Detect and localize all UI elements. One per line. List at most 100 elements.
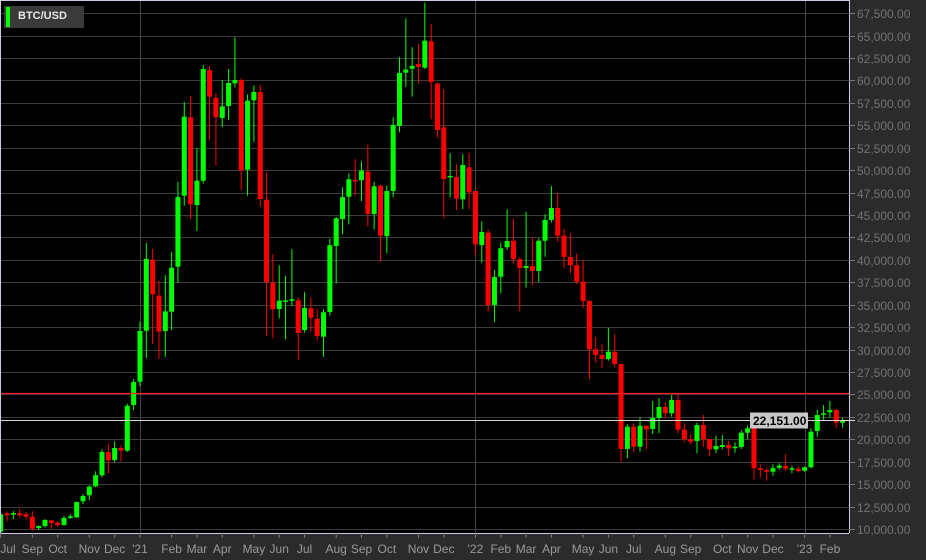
candle-body (29, 516, 35, 529)
candle (36, 525, 42, 530)
candle-body (321, 312, 327, 337)
candle (580, 260, 586, 308)
y-tick-label: 47,500.00 (857, 187, 911, 201)
y-tick-label: 20,000.00 (857, 433, 911, 447)
candle (612, 334, 618, 368)
candle (669, 394, 675, 417)
candle (650, 401, 656, 434)
last-price-tag-label: 22,151.00 (753, 414, 807, 428)
candle-body (681, 429, 687, 440)
last-price-tag: 22,151.00 (750, 412, 808, 429)
candle-body (378, 185, 383, 236)
candle (776, 463, 782, 470)
candle-body (289, 299, 295, 301)
candle (738, 430, 744, 449)
candle-body (707, 439, 713, 450)
candle-body (700, 425, 706, 440)
candle (491, 269, 497, 323)
candle-body (118, 447, 124, 451)
candle-body (795, 468, 801, 472)
y-tick-label: 55,000.00 (857, 119, 911, 133)
y-tick-label: 37,500.00 (857, 276, 911, 290)
candle (637, 417, 643, 452)
candle-body (80, 495, 86, 502)
candle (289, 249, 295, 306)
candle (751, 427, 757, 480)
candle (542, 214, 548, 257)
candle (783, 454, 789, 471)
candle (352, 159, 358, 196)
candle-body (340, 197, 346, 220)
candle (371, 181, 377, 230)
candle (238, 78, 244, 190)
x-tick-label: Oct (713, 542, 732, 556)
y-tick-label: 45,000.00 (857, 209, 911, 223)
candle-body (428, 41, 434, 83)
candle-body (384, 191, 390, 237)
candle-body (93, 475, 99, 487)
candle-body (441, 127, 447, 180)
candle (681, 423, 687, 443)
candle-body (48, 520, 54, 523)
candle-body (542, 220, 548, 241)
candle (137, 321, 143, 387)
candle (466, 153, 472, 209)
candle (434, 82, 440, 138)
candle-body (238, 80, 244, 171)
candle (42, 519, 48, 528)
candle-body (17, 513, 23, 516)
x-tick-label: Sep (680, 542, 702, 556)
candle (618, 364, 624, 462)
candle-body (802, 467, 808, 471)
candle (605, 328, 611, 361)
candle-body (593, 349, 599, 356)
candle (251, 85, 257, 142)
candle (67, 514, 73, 520)
x-tick-label: Nov (408, 542, 429, 556)
candle (55, 521, 61, 527)
candle (61, 515, 67, 526)
candle (4, 511, 10, 522)
candle (498, 242, 504, 294)
candle-body (327, 245, 333, 312)
candle (150, 248, 156, 344)
candle-body (137, 330, 143, 382)
candle-body (10, 513, 16, 515)
y-tick-label: 67,500.00 (857, 7, 911, 21)
candle-body (643, 425, 649, 430)
candle-body (751, 428, 757, 469)
candle-body (112, 447, 118, 461)
y-tick-label: 27,500.00 (857, 366, 911, 380)
candle-body (479, 232, 485, 246)
candle-body (719, 445, 725, 447)
candle-body (86, 486, 92, 496)
candle (814, 409, 820, 437)
candle (378, 184, 383, 262)
candle-body (169, 267, 175, 312)
x-tick-label: Jul (297, 542, 312, 556)
candle-body (529, 266, 535, 271)
candle (586, 300, 592, 380)
last-price-tag-bg (750, 412, 808, 429)
candle-body (833, 409, 839, 423)
candle-body (276, 300, 282, 310)
x-tick-label: Aug (655, 542, 676, 556)
y-tick-label: 25,000.00 (857, 388, 911, 402)
x-tick-label: Oct (48, 542, 67, 556)
candle (283, 275, 289, 340)
candle-body (403, 69, 409, 73)
candle-body (757, 468, 763, 470)
candle-body (732, 446, 738, 449)
candle-body (713, 446, 719, 450)
candle (510, 218, 516, 264)
candle (365, 144, 371, 227)
candle (428, 23, 434, 120)
legend[interactable]: BTC/USD (4, 6, 84, 28)
candle-body (251, 91, 257, 101)
candle-body (333, 218, 339, 247)
candle (631, 423, 637, 453)
candle (118, 445, 124, 462)
x-tick-label: Mar (187, 542, 208, 556)
y-tick-label: 62,500.00 (857, 52, 911, 66)
